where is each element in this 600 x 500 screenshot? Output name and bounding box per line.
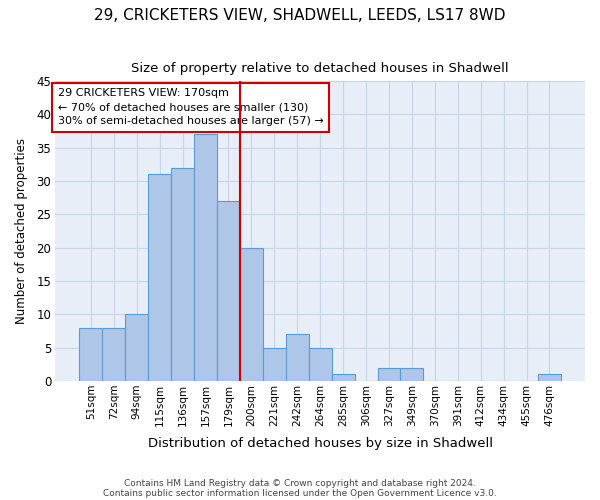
Bar [377,368,400,381]
Text: Contains HM Land Registry data © Crown copyright and database right 2024.: Contains HM Land Registry data © Crown c… [124,478,476,488]
X-axis label: Distribution of detached houses by size in Shadwell: Distribution of detached houses by size … [148,437,493,450]
Bar [125,314,148,381]
Bar [263,348,286,381]
Bar [79,328,103,381]
Bar [194,134,217,381]
Bar [217,201,240,381]
Text: Contains public sector information licensed under the Open Government Licence v3: Contains public sector information licen… [103,488,497,498]
Title: Size of property relative to detached houses in Shadwell: Size of property relative to detached ho… [131,62,509,76]
Y-axis label: Number of detached properties: Number of detached properties [15,138,28,324]
Bar [240,248,263,381]
Bar [309,348,332,381]
Bar [148,174,171,381]
Bar [538,374,561,381]
Text: 29 CRICKETERS VIEW: 170sqm
← 70% of detached houses are smaller (130)
30% of sem: 29 CRICKETERS VIEW: 170sqm ← 70% of deta… [58,88,324,126]
Bar [332,374,355,381]
Text: 29, CRICKETERS VIEW, SHADWELL, LEEDS, LS17 8WD: 29, CRICKETERS VIEW, SHADWELL, LEEDS, LS… [94,8,506,22]
Bar [286,334,309,381]
Bar [400,368,424,381]
Bar [171,168,194,381]
Bar [103,328,125,381]
